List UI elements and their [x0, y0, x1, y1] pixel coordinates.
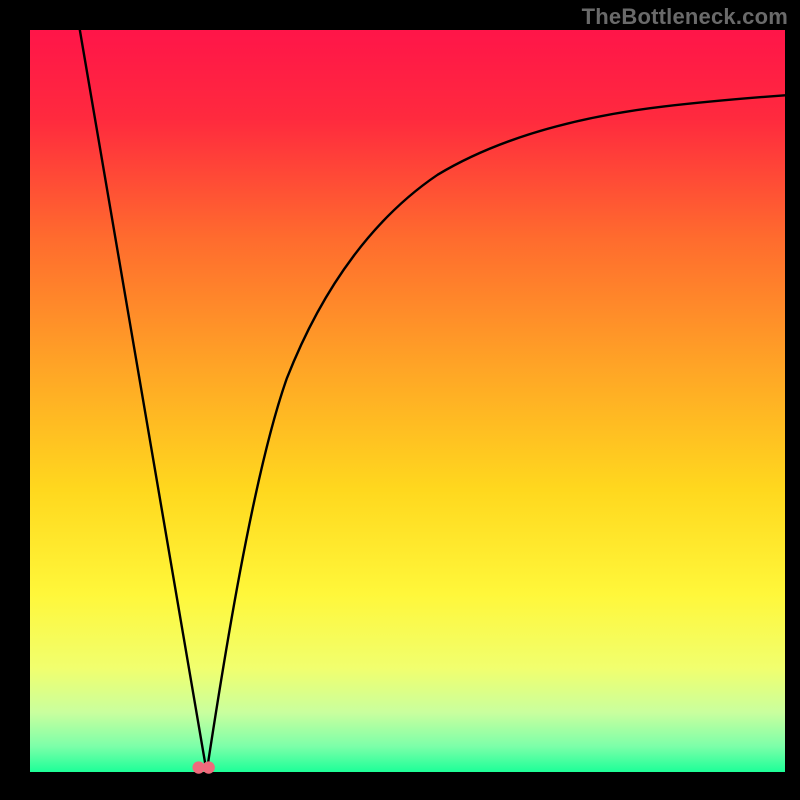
watermark-text: TheBottleneck.com — [582, 4, 788, 30]
chart-container: TheBottleneck.com — [0, 0, 800, 800]
chart-svg — [0, 0, 800, 800]
